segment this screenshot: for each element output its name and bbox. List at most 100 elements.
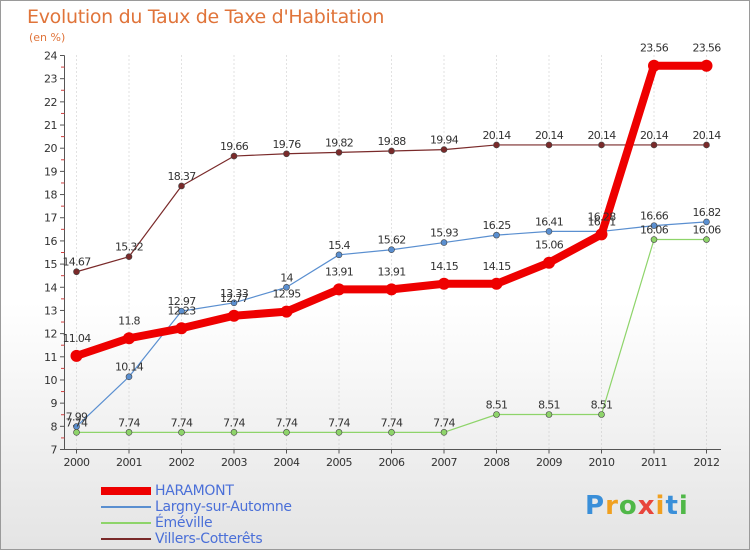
data-label: 13.33 [220,287,249,300]
data-point [438,277,450,290]
x-tick-label: 2000 [64,456,90,469]
data-label: 13.91 [325,265,353,278]
data-point [333,283,345,296]
legend-item: Largny-sur-Automne [101,499,361,515]
data-label: 7.99 [66,411,88,424]
data-label: 7.74 [171,416,193,429]
data-point [283,283,290,291]
data-point [648,59,660,72]
data-label: 16.28 [588,210,617,223]
data-label: 12.97 [168,295,197,308]
x-tick-label: 2001 [116,456,142,469]
legend: HARAMONT Largny-sur-Automne Éméville Viller… [101,483,361,547]
data-point [493,231,500,239]
data-label: 7.74 [328,416,350,429]
legend-item: Éméville [101,515,361,531]
data-label: 20.14 [640,129,669,142]
logo-letter: i [678,491,689,521]
data-point [125,253,133,260]
legend-item: HARAMONT [101,483,361,499]
x-tick-label: 2010 [589,456,615,469]
y-tick-label: 12 [44,328,57,341]
data-point [650,141,658,149]
data-point [440,239,448,246]
data-label: 12.77 [220,292,249,305]
data-label: 12.95 [273,288,302,301]
logo-letter: r [605,491,619,521]
data-label: 19.66 [220,140,249,153]
data-point [388,429,395,436]
data-label: 7.74 [223,416,245,429]
data-label: 19.88 [378,135,407,148]
data-point [125,429,133,436]
data-label: 20.14 [483,129,512,142]
data-point [440,146,448,153]
data-point [230,429,238,436]
y-tick-label: 18 [44,189,57,202]
data-point [440,429,448,436]
y-tick-label: 7 [51,444,58,457]
data-point [123,332,135,345]
y-tick-label: 13 [44,304,57,317]
x-tick-label: 2007 [431,456,457,469]
x-tick-label: 2005 [326,456,352,469]
logo-letter: i [655,491,666,521]
data-label: 15.06 [535,239,564,252]
y-tick-label: 20 [44,142,57,155]
data-point [283,150,290,158]
data-label: 14.15 [483,260,512,273]
data-label: 16.66 [640,210,669,223]
y-tick-label: 23 [44,73,57,86]
y-tick-label: 21 [44,119,57,132]
data-point [125,373,133,381]
data-label: 10.14 [115,361,144,374]
data-point [650,236,658,243]
data-point [650,222,658,229]
data-point [73,268,80,276]
data-point [335,149,343,156]
chart-subtitle: (en %) [29,31,66,44]
proxiti-logo: Proxiti [585,491,689,521]
data-label: 16.41 [535,215,563,228]
data-label: 8.51 [538,399,560,412]
data-label: 7.74 [118,416,140,429]
data-point [703,218,710,226]
x-tick-label: 2006 [379,456,405,469]
data-label: 16.25 [483,219,512,232]
data-point [385,283,398,296]
logo-letter: x [637,491,656,521]
data-label: 23.56 [640,42,669,55]
data-label: 20.14 [693,129,722,142]
data-label: 16.06 [693,224,722,237]
data-point [543,256,555,269]
data-point [280,305,293,318]
data-point [178,307,185,315]
data-point [178,429,185,436]
x-tick-label: 2002 [169,456,195,469]
data-label: 11.8 [118,314,140,327]
chart-title: Evolution du Taux de Taxe d'Habitation [27,6,385,28]
y-tick-label: 19 [44,165,57,178]
y-tick-label: 8 [51,420,58,433]
data-point [545,228,553,235]
data-label: 7.74 [433,416,455,429]
y-tick-label: 9 [51,397,58,410]
data-label: 7.74 [276,416,298,429]
data-label: 8.51 [591,399,613,412]
logo-letter: o [618,491,638,521]
data-label: 19.82 [325,136,353,149]
y-tick-label: 14 [44,281,57,294]
y-tick-label: 10 [44,374,57,387]
data-point [598,141,605,149]
data-label: 16.82 [693,206,721,219]
legend-label: Éméville [155,515,213,531]
y-tick-label: 22 [44,96,57,109]
x-tick-label: 2004 [274,456,300,469]
data-label: 15.93 [430,227,459,240]
data-label: 19.76 [273,138,302,151]
data-point [230,152,238,160]
data-point [703,236,710,243]
data-point [493,141,500,149]
